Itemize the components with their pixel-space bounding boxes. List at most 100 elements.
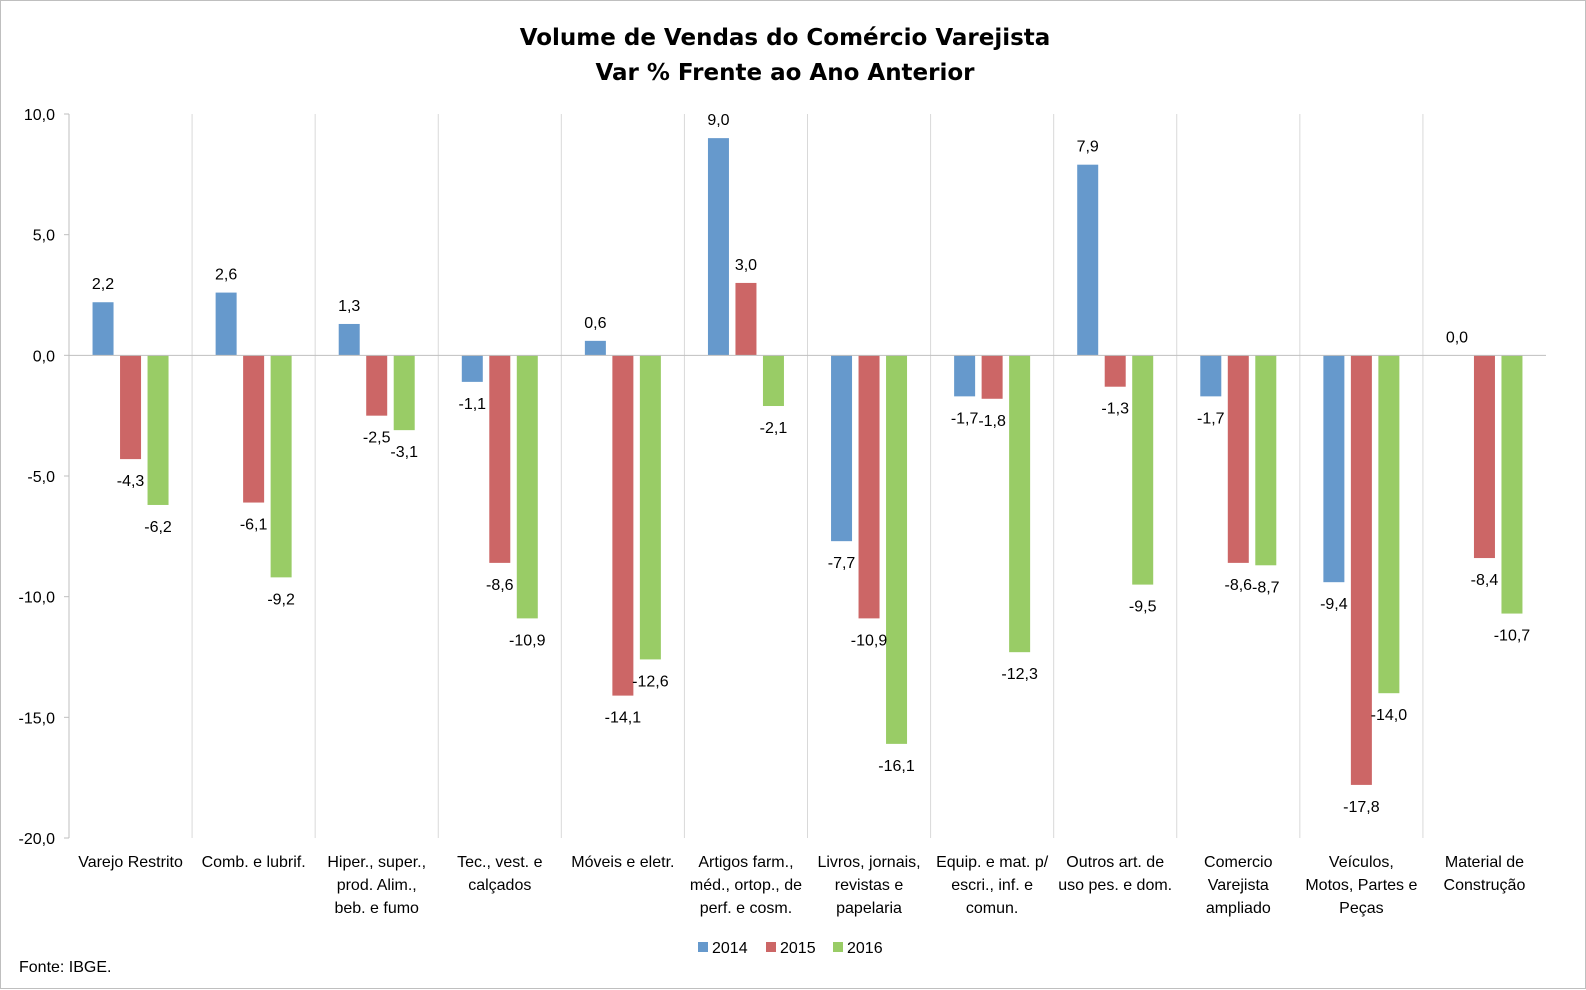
bar-2014: [954, 355, 975, 396]
data-label: 7,9: [1077, 139, 1099, 156]
category-label-line: prod. Alim.,: [337, 877, 417, 894]
category-label-line: méd., ortop., de: [690, 877, 802, 894]
bar-2015: [1474, 355, 1495, 558]
bar-2016: [517, 355, 538, 618]
legend-label-2015: 2015: [780, 940, 816, 957]
data-label: 3,0: [735, 257, 757, 274]
y-tick-label: 10,0: [24, 107, 55, 124]
data-label: -9,4: [1320, 596, 1348, 613]
data-label: -1,3: [1101, 401, 1129, 418]
data-label: -2,1: [760, 420, 788, 437]
category-label-line: papelaria: [836, 900, 902, 917]
data-label: 0,0: [1446, 329, 1468, 346]
category-label-line: Hiper., super.,: [327, 854, 426, 871]
legend-label-2014: 2014: [712, 940, 748, 957]
data-label: -1,1: [459, 396, 487, 413]
category-label-line: Livros, jornais,: [817, 854, 920, 871]
y-tick-label: -5,0: [27, 469, 55, 486]
bar-2016: [1501, 355, 1522, 613]
data-label: -12,6: [632, 673, 669, 690]
data-label: 9,0: [707, 112, 729, 129]
legend-label-2016: 2016: [847, 940, 883, 957]
bar-2014: [462, 355, 483, 382]
bar-2015: [859, 355, 880, 618]
legend-swatch-2016: [833, 942, 843, 952]
bar-2016: [1378, 355, 1399, 693]
data-label: 1,3: [338, 298, 360, 315]
bar-2014: [1323, 355, 1344, 582]
bar-2015: [243, 355, 264, 502]
bar-2016: [1132, 355, 1153, 584]
data-label: -6,2: [144, 519, 172, 536]
category-label: Material de Construção: [1444, 854, 1526, 894]
category-label-line: Construção: [1444, 877, 1526, 894]
bar-2015: [612, 355, 633, 695]
data-label: -4,3: [117, 473, 145, 490]
bar-2014: [1200, 355, 1221, 396]
data-label: -7,7: [828, 555, 856, 572]
category-label: Comb. e lubrif.: [202, 854, 306, 871]
bar-2015: [735, 283, 756, 355]
data-label: 2,6: [215, 267, 237, 284]
data-labels: 2,22,61,3-1,10,69,0-7,7-1,77,9-1,7-9,40,…: [92, 112, 1530, 816]
bar-2014: [216, 293, 237, 356]
bar-2016: [1255, 355, 1276, 565]
legend-swatch-2014: [698, 942, 708, 952]
category-label-line: Outros art. de: [1066, 854, 1164, 871]
legend: 2014 2015 2016: [698, 940, 883, 957]
bar-2014: [1077, 165, 1098, 356]
bar-2016: [886, 355, 907, 744]
y-tick-label: -20,0: [19, 831, 56, 848]
data-label: -14,0: [1371, 707, 1408, 724]
chart-title: Volume de Vendas do Comércio Varejista: [520, 25, 1051, 51]
bar-2014: [585, 341, 606, 355]
bar-2016: [640, 355, 661, 659]
bar-2014: [831, 355, 852, 541]
y-tick-label: 5,0: [33, 228, 55, 245]
bar-2016: [1009, 355, 1030, 652]
category-label-line: Tec., vest. e: [457, 854, 542, 871]
category-label: Móveis e eletr.: [571, 854, 674, 871]
bar-2015: [1228, 355, 1249, 563]
bar-2014: [708, 138, 729, 355]
category-label-line: revistas e: [835, 877, 904, 894]
category-label-line: Material de: [1445, 854, 1524, 871]
bar-2015: [1105, 355, 1126, 386]
category-label: Hiper., super.,prod. Alim.,beb. e fumo: [327, 854, 426, 917]
data-label: -10,7: [1494, 628, 1531, 645]
data-label: -12,3: [1001, 666, 1038, 683]
bar-2016: [763, 355, 784, 406]
data-label: -10,9: [851, 632, 888, 649]
category-label-line: perf. e cosm.: [700, 900, 792, 917]
bar-2015: [366, 355, 387, 415]
category-label-line: escri., inf. e: [951, 877, 1033, 894]
category-label-line: uso pes. e dom.: [1058, 877, 1172, 894]
data-label: -3,1: [390, 444, 418, 461]
data-label: -6,1: [240, 517, 268, 534]
data-label: -1,7: [1197, 410, 1225, 427]
bar-2016: [394, 355, 415, 430]
category-label-line: Comb. e lubrif.: [202, 854, 306, 871]
category-label-line: Peças: [1339, 900, 1383, 917]
bar-2015: [120, 355, 141, 459]
y-axis: 10,05,00,0-5,0-10,0-15,0-20,0: [19, 107, 69, 848]
data-label: -8,4: [1471, 572, 1499, 589]
y-tick-label: -10,0: [19, 590, 56, 607]
data-label: -1,7: [951, 410, 979, 427]
data-label: -17,8: [1343, 799, 1380, 816]
category-label: Outros art. de uso pes. e dom.: [1058, 854, 1172, 894]
category-label-line: Comercio: [1204, 854, 1273, 871]
bar-2016: [271, 355, 292, 577]
category-label-line: comun.: [966, 900, 1018, 917]
category-label-line: Varejo Restrito: [78, 854, 183, 871]
bar-2016: [148, 355, 169, 505]
data-label: -14,1: [605, 710, 642, 727]
category-label-line: Motos, Partes e: [1305, 877, 1417, 894]
data-label: -9,2: [267, 591, 295, 608]
data-label: -8,7: [1252, 579, 1280, 596]
